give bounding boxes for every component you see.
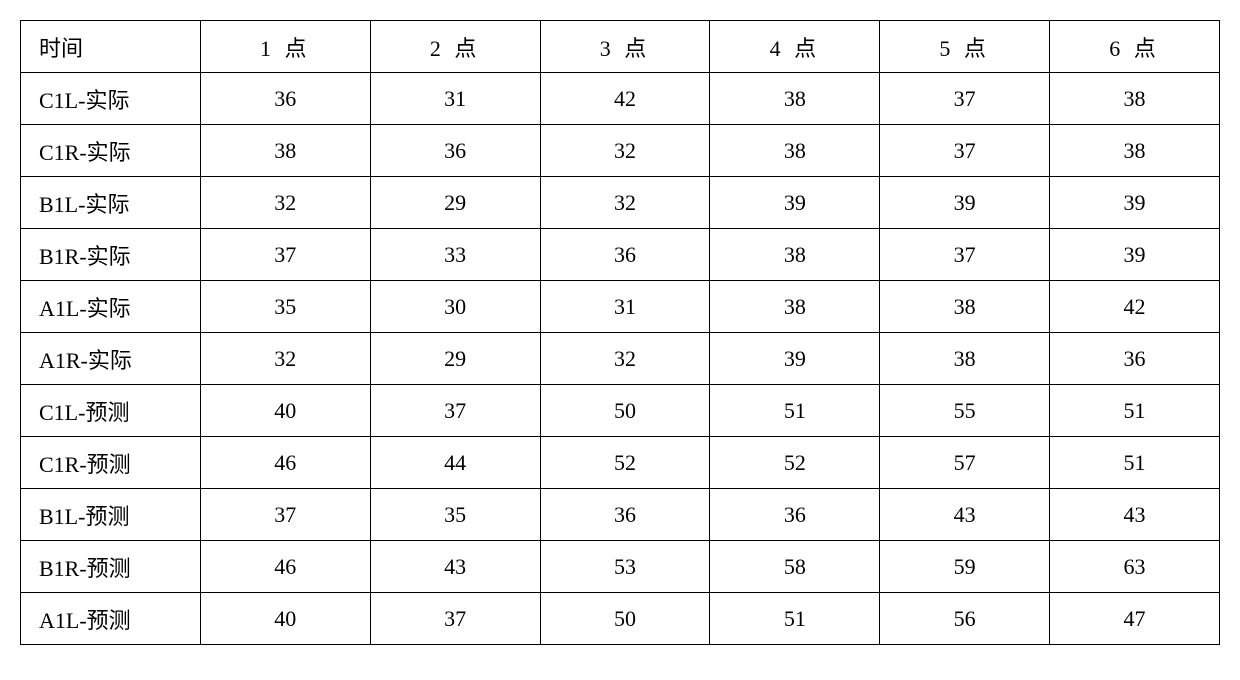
data-cell: 50 — [540, 385, 710, 437]
data-cell: 38 — [710, 125, 880, 177]
data-cell: 39 — [1050, 177, 1220, 229]
data-cell: 36 — [540, 489, 710, 541]
data-cell: 38 — [200, 125, 370, 177]
table-row: A1L-预测 40 37 50 51 56 47 — [21, 593, 1220, 645]
data-cell: 38 — [710, 281, 880, 333]
data-cell: 35 — [200, 281, 370, 333]
data-cell: 51 — [1050, 437, 1220, 489]
table-row: C1L-预测 40 37 50 51 55 51 — [21, 385, 1220, 437]
table-row: B1L-预测 37 35 36 36 43 43 — [21, 489, 1220, 541]
header-time-label: 时间 — [21, 21, 201, 73]
header-col-4: 4 点 — [710, 21, 880, 73]
row-label: A1L-预测 — [21, 593, 201, 645]
table-row: C1R-实际 38 36 32 38 37 38 — [21, 125, 1220, 177]
data-cell: 51 — [710, 385, 880, 437]
data-cell: 31 — [540, 281, 710, 333]
data-cell: 32 — [540, 333, 710, 385]
data-cell: 31 — [370, 73, 540, 125]
data-cell: 43 — [370, 541, 540, 593]
data-cell: 39 — [710, 333, 880, 385]
data-cell: 38 — [710, 73, 880, 125]
data-cell: 43 — [1050, 489, 1220, 541]
row-label: B1R-实际 — [21, 229, 201, 281]
data-cell: 53 — [540, 541, 710, 593]
table-row: B1L-实际 32 29 32 39 39 39 — [21, 177, 1220, 229]
header-col-1: 1 点 — [200, 21, 370, 73]
data-cell: 44 — [370, 437, 540, 489]
row-label: C1R-预测 — [21, 437, 201, 489]
data-cell: 50 — [540, 593, 710, 645]
data-cell: 39 — [1050, 229, 1220, 281]
data-cell: 40 — [200, 385, 370, 437]
data-cell: 37 — [880, 125, 1050, 177]
data-cell: 36 — [540, 229, 710, 281]
row-label: B1L-实际 — [21, 177, 201, 229]
data-cell: 38 — [1050, 125, 1220, 177]
data-cell: 58 — [710, 541, 880, 593]
data-cell: 37 — [370, 385, 540, 437]
header-col-3: 3 点 — [540, 21, 710, 73]
data-cell: 39 — [710, 177, 880, 229]
data-cell: 36 — [1050, 333, 1220, 385]
data-cell: 51 — [1050, 385, 1220, 437]
data-cell: 59 — [880, 541, 1050, 593]
data-cell: 36 — [710, 489, 880, 541]
data-cell: 32 — [200, 333, 370, 385]
data-cell: 42 — [540, 73, 710, 125]
table-row: C1L-实际 36 31 42 38 37 38 — [21, 73, 1220, 125]
table-row: B1R-实际 37 33 36 38 37 39 — [21, 229, 1220, 281]
data-cell: 46 — [200, 437, 370, 489]
data-cell: 37 — [880, 73, 1050, 125]
data-cell: 37 — [200, 489, 370, 541]
row-label: B1R-预测 — [21, 541, 201, 593]
data-cell: 38 — [880, 281, 1050, 333]
data-cell: 37 — [200, 229, 370, 281]
data-cell: 52 — [540, 437, 710, 489]
data-cell: 56 — [880, 593, 1050, 645]
row-label: C1L-预测 — [21, 385, 201, 437]
data-cell: 29 — [370, 177, 540, 229]
data-cell: 38 — [1050, 73, 1220, 125]
data-cell: 63 — [1050, 541, 1220, 593]
data-cell: 40 — [200, 593, 370, 645]
data-cell: 32 — [200, 177, 370, 229]
data-cell: 51 — [710, 593, 880, 645]
table-row: A1R-实际 32 29 32 39 38 36 — [21, 333, 1220, 385]
header-col-5: 5 点 — [880, 21, 1050, 73]
data-cell: 36 — [370, 125, 540, 177]
data-cell: 46 — [200, 541, 370, 593]
data-cell: 32 — [540, 125, 710, 177]
data-cell: 37 — [880, 229, 1050, 281]
table-header-row: 时间 1 点 2 点 3 点 4 点 5 点 6 点 — [21, 21, 1220, 73]
data-cell: 35 — [370, 489, 540, 541]
data-cell: 37 — [370, 593, 540, 645]
data-cell: 55 — [880, 385, 1050, 437]
table-row: A1L-实际 35 30 31 38 38 42 — [21, 281, 1220, 333]
data-cell: 52 — [710, 437, 880, 489]
data-cell: 47 — [1050, 593, 1220, 645]
data-cell: 43 — [880, 489, 1050, 541]
row-label: C1R-实际 — [21, 125, 201, 177]
data-cell: 32 — [540, 177, 710, 229]
data-cell: 39 — [880, 177, 1050, 229]
header-col-2: 2 点 — [370, 21, 540, 73]
row-label: A1L-实际 — [21, 281, 201, 333]
data-cell: 38 — [710, 229, 880, 281]
row-label: B1L-预测 — [21, 489, 201, 541]
row-label: A1R-实际 — [21, 333, 201, 385]
data-cell: 57 — [880, 437, 1050, 489]
data-cell: 42 — [1050, 281, 1220, 333]
table-row: C1R-预测 46 44 52 52 57 51 — [21, 437, 1220, 489]
data-cell: 33 — [370, 229, 540, 281]
row-label: C1L-实际 — [21, 73, 201, 125]
header-col-6: 6 点 — [1050, 21, 1220, 73]
data-cell: 30 — [370, 281, 540, 333]
data-table: 时间 1 点 2 点 3 点 4 点 5 点 6 点 C1L-实际 36 31 … — [20, 20, 1220, 645]
data-cell: 38 — [880, 333, 1050, 385]
data-cell: 29 — [370, 333, 540, 385]
table-body: C1L-实际 36 31 42 38 37 38 C1R-实际 38 36 32… — [21, 73, 1220, 645]
table-row: B1R-预测 46 43 53 58 59 63 — [21, 541, 1220, 593]
data-cell: 36 — [200, 73, 370, 125]
